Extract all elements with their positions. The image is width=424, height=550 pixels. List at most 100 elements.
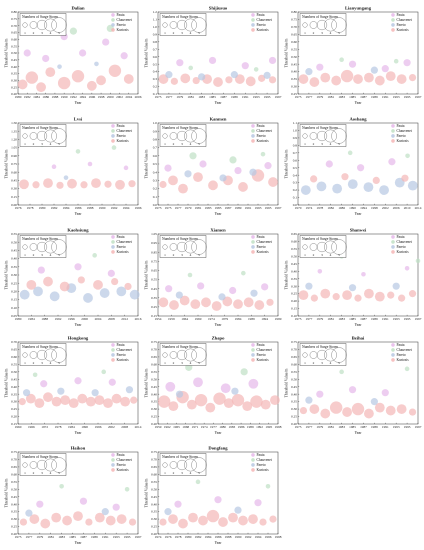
bubble-pauta	[36, 500, 44, 508]
bubble-pareto	[363, 182, 374, 193]
y-tick-label: 0.1	[153, 92, 158, 96]
size-legend-label: 5	[58, 253, 60, 257]
x-tick-label: 2004	[95, 317, 102, 321]
bubble-chauvenet	[229, 156, 237, 164]
x-tick-label: 1993	[393, 425, 400, 429]
y-tick-label: 0.20	[151, 422, 157, 426]
bubble-kurtosis	[364, 288, 374, 299]
x-tick-label: 1993	[393, 317, 400, 321]
bubble-pauta	[348, 386, 357, 394]
legend-label-pareto: Pareto	[397, 23, 406, 27]
y-tick-label: 0.40	[291, 269, 297, 273]
legend-swatch-kurtosis	[111, 358, 115, 362]
bubble-kurtosis	[43, 276, 53, 287]
plot-frame	[297, 11, 419, 95]
x-tick-label: 1996	[88, 95, 95, 99]
bubble-pauta	[348, 60, 357, 68]
x-tick-label: 1991	[242, 95, 249, 99]
x-tick-label: 2002	[108, 425, 115, 429]
y-tick-label: 0.15	[11, 298, 17, 302]
bubble-chauvenet	[101, 369, 107, 375]
bubble-pareto	[305, 68, 313, 76]
bubble-pareto	[129, 289, 140, 300]
size-legend-label: 2	[173, 31, 175, 35]
bubble-kurtosis	[398, 294, 406, 302]
y-tick-label: 0.40	[291, 70, 297, 74]
bubble-kurtosis	[159, 180, 167, 189]
size-legend-label: 5	[198, 361, 200, 365]
bubble-pareto	[249, 168, 257, 176]
chart-panel-haikou: Haikou 0.20 0.25 0.30 0.35 0.40 0.45 0.50 0.55 0.…	[4, 444, 142, 546]
x-tick-label: 1989	[247, 425, 254, 429]
x-tick-label: 1989	[231, 95, 238, 99]
y-tick-label: 0.25	[11, 281, 17, 285]
size-legend-circle	[316, 19, 328, 31]
size-legend-label: 5	[338, 31, 340, 35]
size-legend-label: 3	[41, 361, 43, 365]
bubble-kurtosis	[192, 76, 200, 85]
bubble-kurtosis	[130, 396, 138, 404]
bubble-pauta	[361, 271, 366, 277]
plot-frame	[297, 233, 419, 317]
y-tick-label: 0.35	[11, 265, 17, 269]
x-tick-label: 1978	[175, 535, 182, 539]
legend-swatch-chauvenet	[111, 129, 115, 133]
y-tick-label: 0.35	[151, 296, 157, 300]
x-tick-label: 1993	[393, 95, 400, 99]
bubble-kurtosis	[40, 518, 51, 529]
bubble-pareto	[164, 508, 172, 516]
plot-frame	[17, 451, 139, 535]
size-legend-circle	[184, 458, 197, 472]
bubble-chauvenet	[111, 145, 117, 150]
x-tick-label: 1977	[166, 95, 173, 99]
legend-label-pauta: Pauta	[257, 343, 265, 347]
bubble-kurtosis	[374, 402, 385, 413]
y-tick-label: 0.65	[151, 269, 157, 273]
size-legend-label: 1	[24, 31, 26, 35]
x-tick-label: 2006	[135, 95, 142, 99]
legend-label-chauvenet: Chauvenet	[117, 240, 132, 244]
x-tick-label: 1980	[39, 206, 46, 210]
legend-swatch-chauvenet	[251, 458, 255, 462]
chart-title: Kaohsiung	[67, 228, 89, 233]
size-legend-title: Numbers of Surge Storm	[302, 345, 338, 349]
y-tick-label: 0.70	[11, 24, 17, 28]
size-legend-circle	[184, 348, 197, 362]
chart-svg-zhapo: Zhapo 0.20 0.25 0.30 0.35 0.40 0.45 0.50 0.55 0.6…	[145, 336, 282, 436]
chart-panel-dalian: Dalian 0.20 0.25 0.30 0.35 0.40 0.45 0.50 0.55 0.…	[4, 4, 142, 106]
size-legend-title: Numbers of Surge Storm	[162, 345, 198, 349]
y-tick-label: 0.75	[151, 259, 157, 263]
x-tick-label: 1975	[295, 317, 302, 321]
legend-swatch-kurtosis	[251, 28, 255, 32]
bubble-pauta	[102, 38, 110, 46]
x-tick-label: 1989	[91, 535, 98, 539]
y-tick-label: 0.70	[151, 458, 157, 462]
bubble-kurtosis	[268, 177, 278, 187]
bubble-kurtosis	[218, 517, 228, 527]
bubble-kurtosis	[115, 179, 125, 190]
y-axis-label: Threshold Value/m	[145, 149, 149, 178]
legend-label-pauta: Pauta	[117, 13, 125, 17]
x-tick-label: 1990	[235, 535, 242, 539]
bubble-kurtosis	[238, 182, 248, 192]
bubble-kurtosis	[331, 75, 342, 86]
legend-label-pareto: Pareto	[397, 245, 406, 249]
bubble-pareto	[57, 387, 65, 395]
size-legend-circle	[44, 458, 57, 472]
x-tick-label: 1962	[164, 425, 171, 429]
y-tick-label: 0.30	[11, 78, 17, 82]
bubble-kurtosis	[73, 511, 83, 522]
y-tick-label: 0.65	[151, 355, 157, 359]
size-legend-title: Numbers of Surge Storm	[162, 237, 198, 241]
x-tick-label: 1995	[404, 425, 411, 429]
legend-label-kurtosis: Kurtosis	[257, 139, 270, 143]
x-tick-label: 1965	[173, 425, 180, 429]
chart-panel-zhapo: Zhapo 0.20 0.25 0.30 0.35 0.40 0.45 0.50 0.55 0.6…	[144, 334, 282, 436]
x-tick-label: 1992	[55, 317, 62, 321]
x-tick-label: 1997	[415, 95, 422, 99]
bubble-kurtosis	[56, 181, 64, 189]
size-legend-title: Numbers of Surge Storm	[302, 15, 338, 19]
bubble-chauvenet	[260, 151, 266, 157]
y-axis-label: Threshold Value/m	[285, 38, 289, 67]
size-legend-title: Numbers of Surge Storm	[22, 126, 58, 130]
